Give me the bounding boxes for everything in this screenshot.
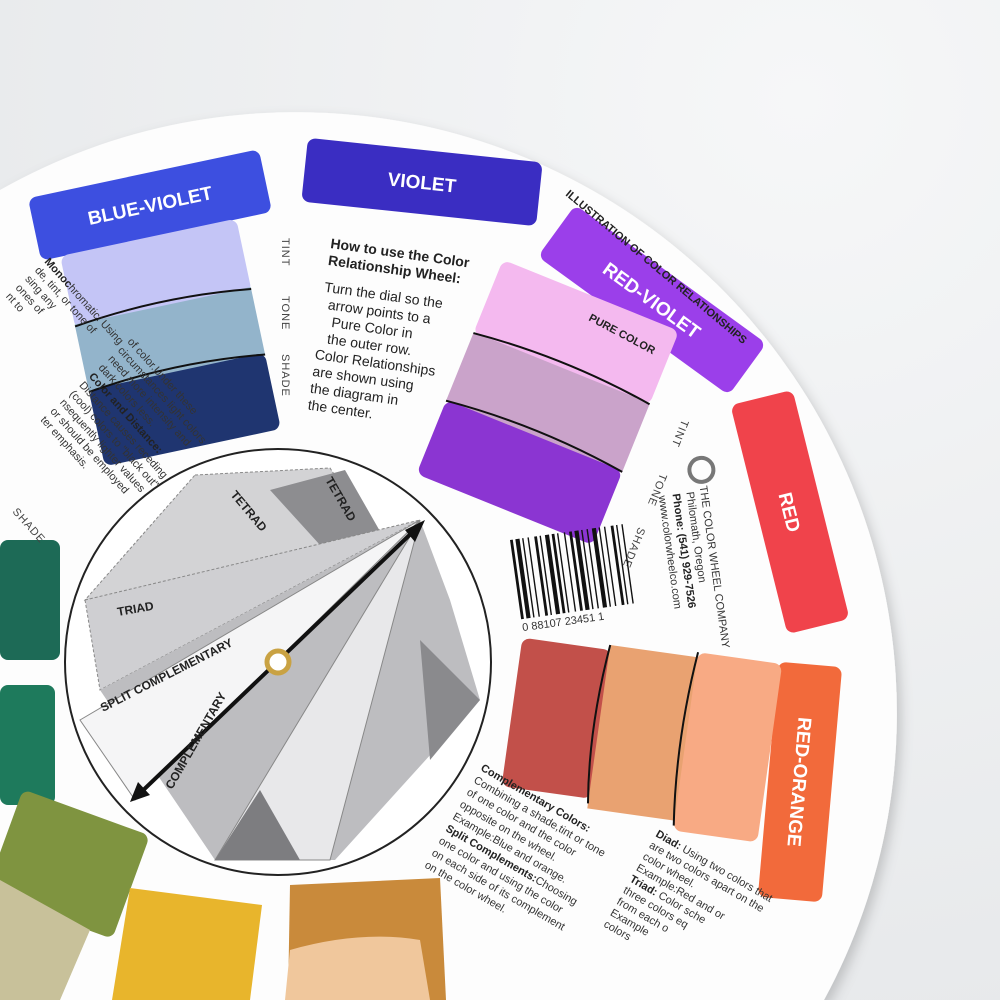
barcode-bar — [581, 529, 594, 610]
dial-triad: TRIAD — [116, 599, 155, 619]
svg-text:SHADE: SHADE — [279, 354, 291, 397]
barcode-bar — [556, 533, 570, 613]
barcode-bar — [591, 527, 608, 608]
barcode-bar — [522, 538, 535, 618]
svg-text:TONE: TONE — [279, 296, 291, 330]
svg-text:TINT: TINT — [279, 238, 291, 266]
barcode-bar — [610, 525, 625, 606]
scale-labels-blue-violet: TINT TONE SHADE — [279, 238, 291, 397]
barcode: 0 88107 23451 1 — [509, 524, 634, 634]
tab-yellow — [112, 888, 262, 1000]
company-info: THE COLOR WHEEL COMPANY Philomath, Orego… — [656, 455, 731, 650]
arrow-tail-icon — [130, 782, 150, 802]
barcode-bar — [551, 533, 566, 614]
grommet — [264, 648, 292, 676]
barcode-bar — [574, 530, 590, 611]
barcode-bar — [534, 536, 549, 616]
relationship-dial[interactable]: TETRAD TETRAD TRIAD SPLIT COMPLEMENTARY … — [64, 448, 492, 876]
barcode-bar — [563, 532, 577, 612]
barcode-bar — [509, 539, 524, 620]
barcode-bar — [544, 534, 561, 615]
swatch-blue-violet — [61, 220, 280, 465]
tab-green — [0, 540, 60, 805]
barcode-bar — [515, 538, 531, 619]
tab-red: RED — [732, 391, 848, 633]
barcode-bar — [603, 526, 617, 607]
arrow-head-icon — [405, 520, 425, 542]
barcode-bar — [569, 531, 583, 611]
tab-red-orange: RED-ORANGE — [758, 662, 842, 902]
swatch-red-orange — [502, 638, 782, 842]
barcode-bar — [527, 537, 540, 617]
barcode-bar — [586, 529, 599, 609]
swatch-bottom-left — [0, 880, 430, 1000]
company-logo — [687, 455, 716, 484]
tab-blue-violet: BLUE-VIOLET — [29, 150, 271, 260]
barcode-bar — [539, 535, 553, 616]
barcode-bar — [615, 524, 629, 605]
tab-violet: VIOLET — [302, 138, 542, 226]
barcode-bar — [621, 524, 634, 604]
diad-triad-text: Diad: Using two colors that are two colo… — [602, 828, 775, 943]
barcode-bar — [598, 527, 612, 607]
swatch-red-violet — [418, 262, 677, 543]
